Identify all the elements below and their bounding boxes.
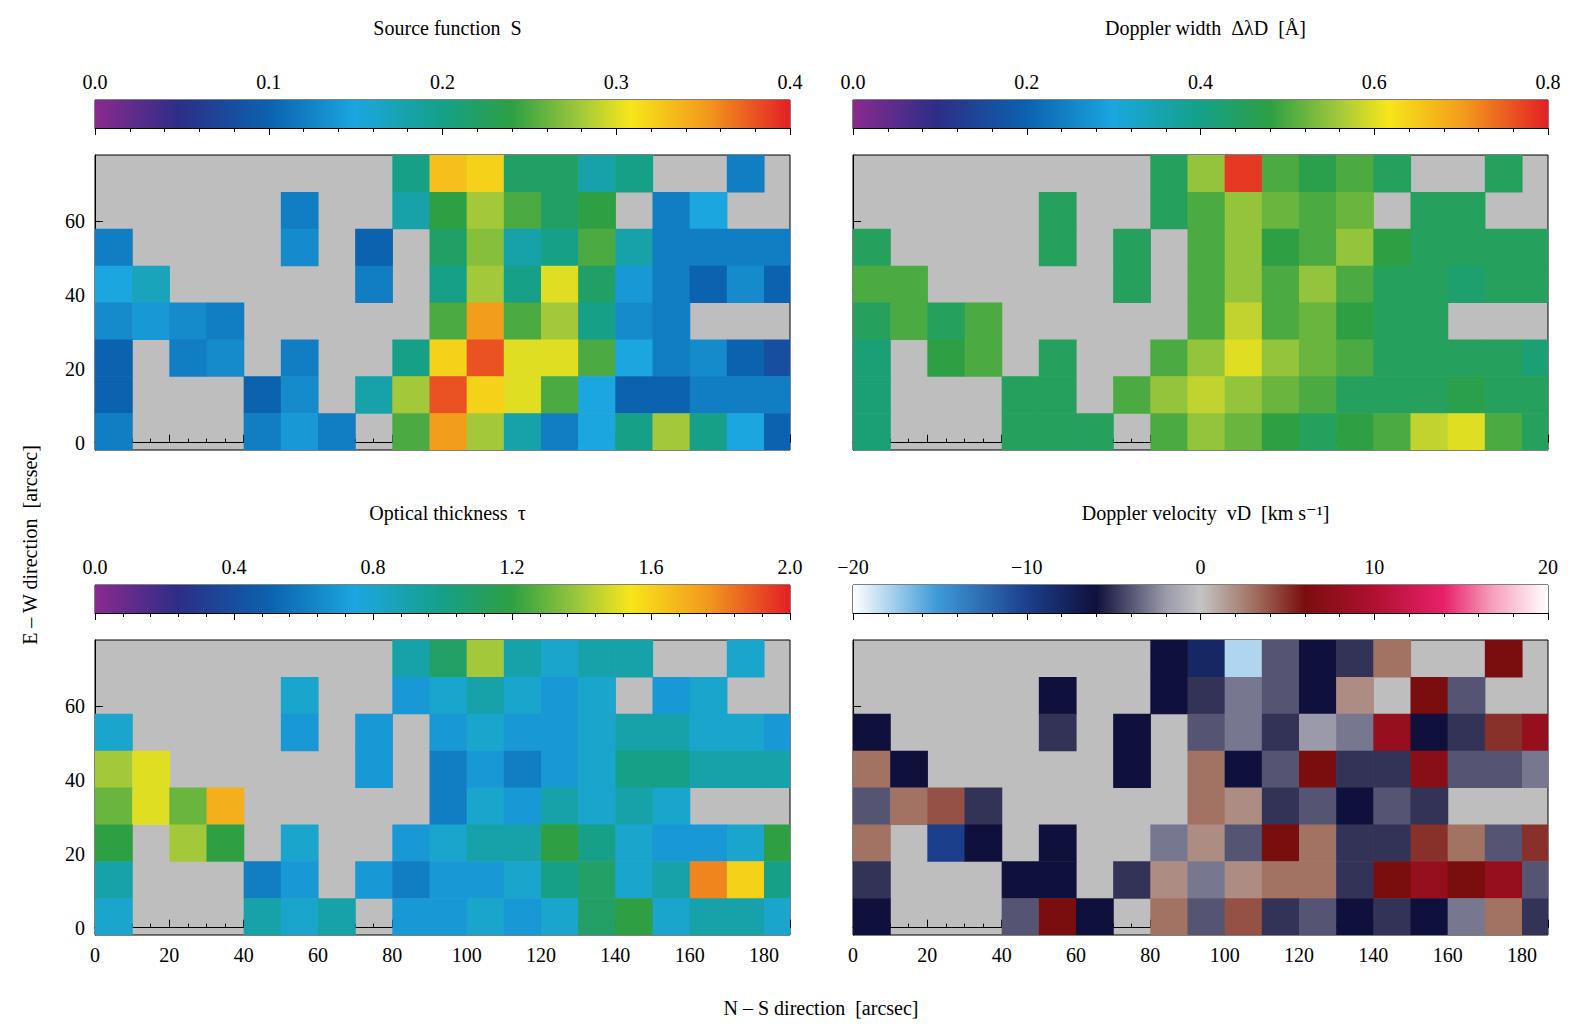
svg-text:0.0: 0.0 xyxy=(841,71,866,93)
svg-text:0.0: 0.0 xyxy=(83,71,108,93)
svg-text:0.4: 0.4 xyxy=(778,71,803,93)
svg-text:160: 160 xyxy=(1433,944,1463,966)
svg-text:Source function S: Source function S xyxy=(373,17,521,39)
svg-text:Doppler velocity vD [km s⁻¹]: Doppler velocity vD [km s⁻¹] xyxy=(1082,502,1330,525)
svg-text:0.8: 0.8 xyxy=(361,556,386,578)
svg-text:60: 60 xyxy=(308,944,328,966)
svg-text:0.4: 0.4 xyxy=(1188,71,1213,93)
svg-text:−10: −10 xyxy=(1011,556,1042,578)
svg-text:180: 180 xyxy=(749,944,779,966)
svg-text:100: 100 xyxy=(1210,944,1240,966)
svg-text:Optical thickness τ: Optical thickness τ xyxy=(369,502,525,525)
svg-text:120: 120 xyxy=(526,944,556,966)
svg-text:100: 100 xyxy=(452,944,482,966)
svg-text:0: 0 xyxy=(1196,556,1206,578)
svg-text:0.2: 0.2 xyxy=(430,71,455,93)
svg-text:2.0: 2.0 xyxy=(778,556,803,578)
svg-text:0.2: 0.2 xyxy=(1014,71,1039,93)
svg-text:40: 40 xyxy=(992,944,1012,966)
svg-text:20: 20 xyxy=(65,358,85,380)
svg-text:40: 40 xyxy=(65,284,85,306)
svg-text:0.6: 0.6 xyxy=(1362,71,1387,93)
svg-text:Doppler width ΔλD [Å]: Doppler width ΔλD [Å] xyxy=(1105,17,1306,40)
svg-text:80: 80 xyxy=(1140,944,1160,966)
svg-text:0.1: 0.1 xyxy=(256,71,281,93)
svg-text:60: 60 xyxy=(1066,944,1086,966)
svg-text:0: 0 xyxy=(75,432,85,454)
svg-text:60: 60 xyxy=(65,210,85,232)
svg-text:E – W direction [arcsec]: E – W direction [arcsec] xyxy=(19,445,41,645)
svg-text:20: 20 xyxy=(65,843,85,865)
svg-text:N – S direction [arcsec]: N – S direction [arcsec] xyxy=(724,997,919,1019)
svg-text:40: 40 xyxy=(234,944,254,966)
svg-text:120: 120 xyxy=(1284,944,1314,966)
svg-text:1.2: 1.2 xyxy=(500,556,525,578)
svg-text:20: 20 xyxy=(1538,556,1558,578)
svg-text:1.6: 1.6 xyxy=(639,556,664,578)
svg-text:10: 10 xyxy=(1364,556,1384,578)
svg-text:140: 140 xyxy=(600,944,630,966)
svg-text:0.3: 0.3 xyxy=(604,71,629,93)
svg-text:0.8: 0.8 xyxy=(1536,71,1561,93)
svg-text:80: 80 xyxy=(382,944,402,966)
svg-text:0.4: 0.4 xyxy=(222,556,247,578)
svg-text:−20: −20 xyxy=(837,556,868,578)
svg-text:0.0: 0.0 xyxy=(83,556,108,578)
svg-text:0: 0 xyxy=(75,917,85,939)
svg-text:160: 160 xyxy=(675,944,705,966)
svg-text:20: 20 xyxy=(917,944,937,966)
svg-text:20: 20 xyxy=(159,944,179,966)
svg-text:60: 60 xyxy=(65,695,85,717)
svg-text:0: 0 xyxy=(848,944,858,966)
svg-text:180: 180 xyxy=(1507,944,1537,966)
svg-text:0: 0 xyxy=(90,944,100,966)
svg-text:140: 140 xyxy=(1358,944,1388,966)
svg-text:40: 40 xyxy=(65,769,85,791)
